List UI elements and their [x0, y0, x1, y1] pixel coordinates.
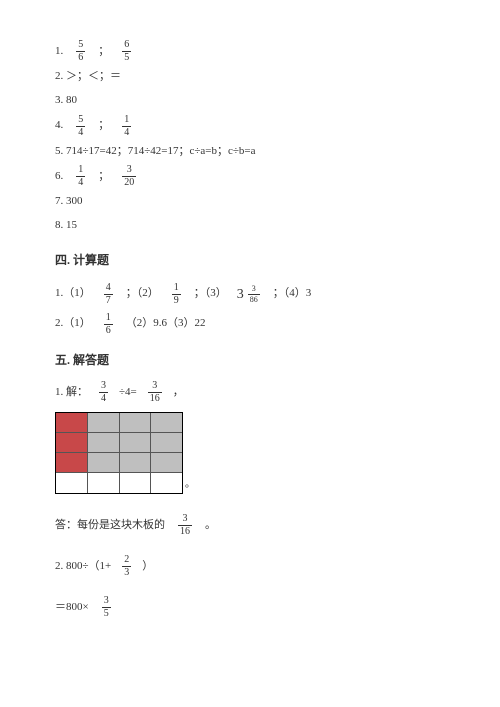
separator: ；: [98, 167, 109, 187]
fraction: 23: [122, 555, 131, 578]
grid-cell: [120, 453, 152, 473]
text: 2.（1）: [55, 314, 91, 334]
grid-row: [56, 453, 182, 473]
grid-row: [56, 413, 182, 433]
s5-q2: 2. 800÷（1+ 23 ）: [55, 555, 445, 578]
s4-q2: 2.（1） 16 （2）9.6（3）22: [55, 313, 445, 336]
grid-cell: [120, 433, 152, 453]
text: 3. 80: [55, 91, 77, 111]
item-2: 2. ＞；＜；＝: [55, 67, 445, 87]
fraction: 316: [148, 381, 162, 404]
grid-cell: [56, 453, 88, 473]
mixed-number: 3 386: [237, 282, 263, 307]
label: 4.: [55, 116, 63, 136]
text: ；（4）3: [273, 284, 312, 304]
text: 5. 714÷17=42；714÷42=17；c÷a=b；c÷b=a: [55, 142, 256, 162]
grid-cell: [151, 453, 182, 473]
fraction: 34: [99, 381, 108, 404]
s5-q1: 1. 解： 34 ÷4= 316 ，: [55, 381, 445, 404]
fraction: 54: [76, 115, 85, 138]
grid-diagram-wrap: 。: [55, 412, 445, 494]
grid-cell: [151, 413, 182, 433]
fraction: 316: [178, 514, 192, 537]
grid-cell: [56, 473, 88, 493]
fraction: 65: [122, 40, 131, 63]
section-4-heading: 四. 计算题: [55, 250, 445, 272]
grid-row: [56, 473, 182, 493]
section-5-heading: 五. 解答题: [55, 350, 445, 372]
item-8: 8. 15: [55, 216, 445, 236]
text: 1.（1）: [55, 284, 91, 304]
fraction: 14: [122, 115, 131, 138]
label: 1.: [55, 42, 63, 62]
fraction: 19: [172, 283, 181, 306]
text: ；（3）: [194, 284, 227, 304]
fraction: 320: [122, 165, 136, 188]
s5-answer: 答：每份是这块木板的 316 。: [55, 514, 445, 537]
text: 2. 800÷（1+: [55, 557, 111, 577]
item-6: 6. 14 ； 320: [55, 165, 445, 188]
grid-cell: [56, 413, 88, 433]
grid-cell: [56, 433, 88, 453]
text: 。: [205, 516, 216, 536]
item-5: 5. 714÷17=42；714÷42=17；c÷a=b；c÷b=a: [55, 142, 445, 162]
grid-cell: [120, 413, 152, 433]
grid-diagram: [55, 412, 183, 494]
s5-q2b: ＝800× 35: [55, 596, 445, 619]
grid-cell: [88, 413, 120, 433]
grid-cell: [151, 433, 182, 453]
text: ，: [173, 383, 184, 403]
item-3: 3. 80: [55, 91, 445, 111]
text: 1. 解：: [55, 383, 88, 403]
fraction: 14: [76, 165, 85, 188]
text: 8. 15: [55, 216, 77, 236]
separator: ；: [98, 116, 109, 136]
grid-cell: [88, 433, 120, 453]
text: 7. 300: [55, 192, 83, 212]
item-4: 4. 54 ； 14: [55, 115, 445, 138]
fraction: 47: [104, 283, 113, 306]
diagram-trailing: 。: [185, 476, 195, 494]
text: ）: [142, 557, 153, 577]
label: 6.: [55, 167, 63, 187]
text: ＝800×: [55, 598, 89, 618]
s4-q1: 1.（1） 47 ；（2） 19 ；（3） 3 386 ；（4）3: [55, 282, 445, 307]
grid-cell: [151, 473, 182, 493]
fraction: 56: [76, 40, 85, 63]
fraction: 35: [102, 596, 111, 619]
fraction: 16: [104, 313, 113, 336]
item-1: 1. 56 ； 65: [55, 40, 445, 63]
fraction: 386: [248, 285, 260, 304]
text: 2. ＞；＜；＝: [55, 67, 121, 87]
grid-cell: [88, 453, 120, 473]
item-7: 7. 300: [55, 192, 445, 212]
text: ；（2）: [126, 284, 159, 304]
text: 答：每份是这块木板的: [55, 516, 165, 536]
separator: ；: [98, 42, 109, 62]
grid-row: [56, 433, 182, 453]
text: ÷4=: [119, 383, 137, 403]
grid-cell: [120, 473, 152, 493]
grid-cell: [88, 473, 120, 493]
text: （2）9.6（3）22: [126, 314, 206, 334]
